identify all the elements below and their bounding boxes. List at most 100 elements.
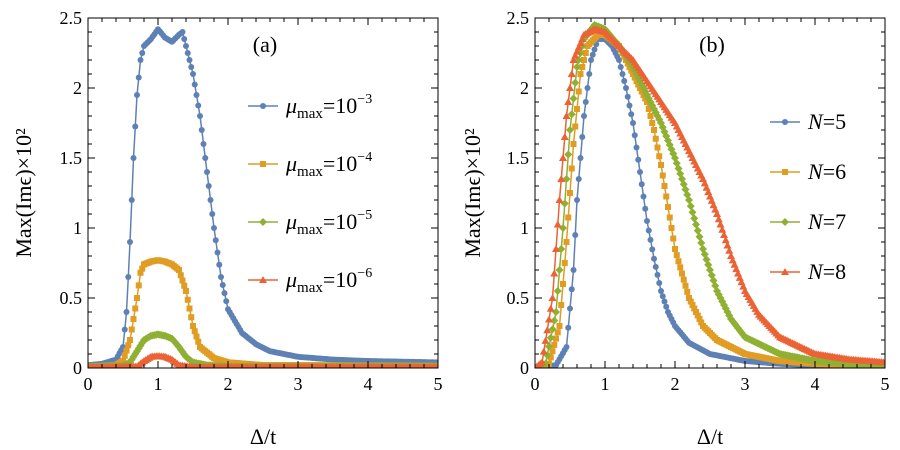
data-point — [652, 263, 659, 270]
data-point — [123, 347, 130, 354]
data-point — [435, 363, 438, 368]
data-point — [698, 319, 705, 326]
data-point — [723, 241, 732, 249]
legend-b: N=5N=6N=7N=8 — [770, 109, 846, 284]
data-point — [571, 51, 580, 59]
data-point — [218, 274, 224, 280]
data-point — [695, 232, 704, 241]
data-point — [679, 270, 685, 277]
panel-label-b: (b) — [699, 32, 725, 57]
ticks-layer-a: 0 1 2 3 4 5 0 0.5 1 1.5 2 2.5 — [60, 8, 443, 394]
data-point — [567, 190, 573, 196]
legend-eq: =10 — [323, 209, 357, 234]
x-tick-label: 4 — [811, 374, 820, 394]
data-point — [209, 211, 216, 217]
legend-item: μmax=10−6 — [248, 266, 372, 296]
data-point — [644, 218, 650, 224]
data-point — [584, 85, 591, 91]
legend-marker — [781, 218, 789, 226]
data-point — [179, 29, 186, 35]
data-point — [714, 215, 723, 223]
ticks-layer-b: 0 1 2 3 4 5 0 0.5 1 1.5 2 2.5 — [507, 8, 890, 394]
legend-item: N=7 — [770, 209, 846, 234]
x-tick-label: 5 — [434, 374, 443, 394]
data-point — [545, 315, 553, 323]
legend-marker — [782, 169, 788, 175]
data-point — [543, 326, 552, 334]
data-point — [137, 57, 144, 63]
data-point — [686, 295, 692, 301]
data-point — [553, 335, 559, 342]
data-point — [181, 36, 188, 42]
series-3 — [535, 25, 885, 368]
x-tick-label: 1 — [154, 374, 163, 394]
data-point — [666, 214, 673, 221]
data-point — [212, 237, 219, 244]
data-point — [693, 226, 702, 235]
data-point — [684, 288, 691, 295]
y-tick-label: 1 — [73, 218, 82, 238]
x-tick-label: 3 — [294, 374, 303, 394]
legend-symbol: μ — [285, 209, 297, 234]
y-tick-label: 1.5 — [60, 148, 83, 168]
data-point — [591, 46, 598, 53]
data-point — [125, 342, 132, 349]
data-point — [566, 84, 574, 91]
data-point — [134, 295, 140, 301]
data-point — [550, 316, 559, 325]
data-point — [574, 43, 583, 51]
legend-item: N=6 — [770, 159, 846, 184]
data-point — [713, 210, 721, 217]
data-point — [127, 337, 133, 343]
data-point — [576, 39, 585, 47]
data-point — [552, 245, 560, 252]
data-point — [672, 246, 678, 252]
legend-marker — [781, 268, 789, 275]
data-point — [193, 92, 200, 98]
x-tick-label: 4 — [364, 374, 373, 394]
x-tick-label: 0 — [531, 374, 540, 394]
data-point — [555, 266, 564, 274]
legend-subscript: max — [297, 164, 323, 180]
data-point — [216, 261, 223, 268]
panel-label-a: (a) — [253, 32, 277, 57]
data-point — [195, 338, 202, 345]
y-tick-label: 2 — [73, 78, 82, 98]
data-point — [651, 255, 657, 262]
data-point — [184, 296, 191, 303]
data-point — [577, 71, 584, 77]
legend-label: N=5 — [807, 109, 846, 134]
data-point — [637, 169, 643, 175]
data-point — [631, 132, 638, 139]
data-point — [670, 235, 677, 242]
data-point — [564, 150, 573, 159]
x-tick-label: 1 — [601, 374, 610, 394]
data-point — [645, 227, 652, 234]
data-point — [561, 260, 568, 266]
data-point — [128, 326, 135, 333]
data-point — [539, 347, 548, 355]
data-point — [652, 135, 659, 142]
y-axis-label-b: Max(Imϵ)×10² — [460, 128, 485, 258]
y-tick-label: 0.5 — [507, 288, 530, 308]
data-point — [574, 197, 580, 203]
data-point — [564, 98, 573, 105]
data-point — [200, 141, 207, 147]
data-point — [566, 126, 574, 134]
data-point — [691, 305, 698, 312]
data-point — [191, 328, 198, 335]
legend-marker — [259, 276, 267, 283]
legend-label: N=6 — [807, 159, 846, 184]
data-point — [562, 112, 571, 119]
data-point — [546, 304, 555, 312]
data-point — [573, 63, 581, 71]
data-point — [718, 225, 727, 233]
data-point — [567, 110, 576, 119]
data-point — [574, 106, 580, 112]
legend-subscript: max — [297, 280, 323, 296]
data-point — [177, 272, 184, 279]
legend-label: μmax=10−4 — [285, 150, 372, 180]
data-point — [881, 358, 885, 366]
data-point — [586, 71, 593, 77]
